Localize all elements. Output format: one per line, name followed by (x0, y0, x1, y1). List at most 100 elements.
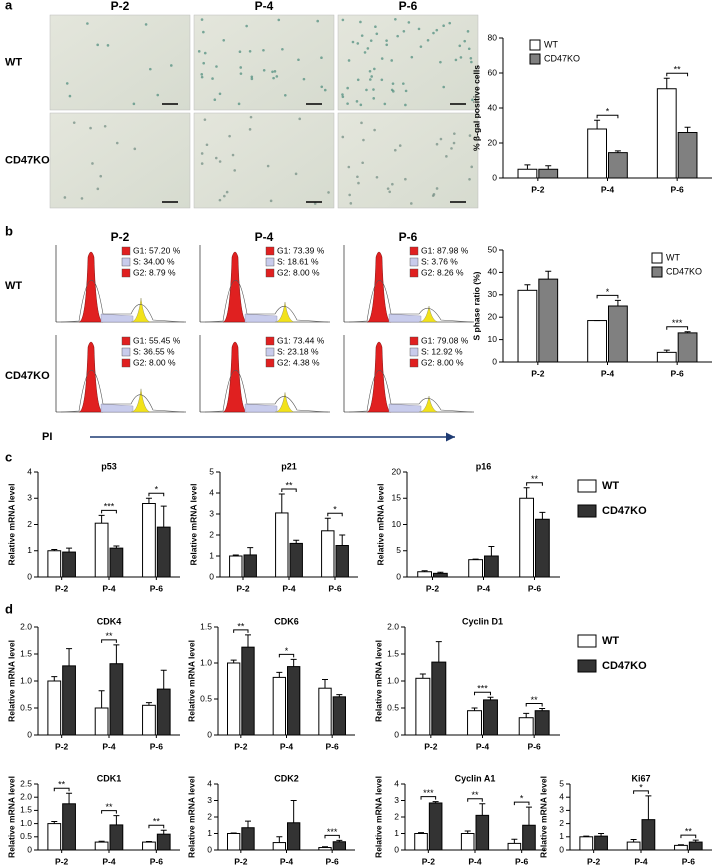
stained-cell (356, 175, 359, 179)
chart-title: CDK6 (274, 616, 299, 626)
error-bar (113, 644, 120, 664)
stained-cell (63, 196, 67, 199)
chart-title: CDK4 (97, 616, 122, 626)
y-tick-label: 0.5 (200, 693, 212, 703)
phase-stat: G1: 79.08 % (421, 335, 469, 345)
stained-cell (215, 65, 218, 68)
stained-cell (200, 162, 204, 165)
stained-cell (458, 44, 462, 48)
stained-cell (432, 31, 435, 35)
bar (587, 128, 608, 179)
fit-line (348, 369, 473, 413)
phase-stat: S: 3.76 % (421, 256, 458, 266)
y-tick-label: 3 (559, 805, 564, 815)
x-tick-label: P-2 (234, 741, 248, 751)
stained-cell (320, 85, 324, 89)
error-bar (419, 673, 426, 679)
bar (587, 320, 608, 363)
y-tick-label: 1.5 (20, 805, 32, 815)
stained-cell (373, 128, 376, 132)
x-tick-label: P-4 (476, 741, 490, 751)
x-tick-label: P-2 (531, 184, 545, 194)
stained-cell (383, 102, 387, 106)
stained-cell (245, 24, 248, 28)
x-tick-label: P-4 (468, 856, 482, 865)
stained-cell (106, 44, 110, 47)
y-tick-label: 5 (559, 778, 564, 788)
stained-cell (360, 34, 364, 37)
error-bar (437, 571, 444, 574)
x-tick-label: P-4 (280, 741, 294, 751)
significance-bracket (101, 639, 117, 643)
g1-peak (222, 251, 248, 323)
stained-cell (65, 82, 69, 85)
y-tick-label: 1.5 (200, 621, 212, 631)
stained-cell (410, 202, 413, 205)
bar (142, 704, 156, 736)
y-tick-label: 0 (559, 844, 564, 854)
stained-cell (239, 66, 243, 69)
error-bar (684, 331, 691, 333)
y-axis-label: Relative mRNA level (186, 776, 196, 858)
stained-cell (439, 60, 442, 64)
stat-swatch (121, 336, 131, 346)
bar (272, 842, 287, 851)
x-tick-label: P-6 (528, 741, 542, 751)
x-tick-label: P-6 (515, 856, 529, 865)
error-bar (630, 838, 637, 843)
stained-cell (133, 147, 137, 151)
phase-stat: G1: 55.45 % (133, 335, 181, 345)
significance-bracket (148, 824, 165, 829)
stat-swatch (265, 268, 275, 278)
error-bar (479, 803, 486, 816)
y-tick-label: 3 (27, 493, 32, 503)
stained-cell (375, 32, 379, 36)
g1-peak (78, 341, 104, 413)
bar (534, 710, 550, 736)
significance-mark: ** (531, 695, 539, 705)
micrograph (49, 14, 191, 111)
stained-cell (203, 51, 207, 55)
phase-stat: G1: 73.44 % (277, 335, 325, 345)
stained-cell (468, 134, 472, 137)
legend-label: CD47KO (666, 266, 702, 276)
significance-bracket (666, 326, 689, 330)
error-bar (98, 840, 105, 843)
stained-cell (349, 202, 353, 205)
chart-title: p21 (281, 461, 297, 471)
stained-cell (404, 177, 407, 181)
stained-cell (211, 77, 214, 80)
x-tick-label: P-2 (234, 856, 248, 865)
error-bar (663, 349, 670, 353)
stained-cell (222, 38, 226, 42)
significance-bracket (666, 72, 689, 77)
stained-cell (218, 198, 222, 202)
legend-swatch (577, 479, 597, 493)
y-tick-label: 20 (392, 466, 402, 476)
significance-mark: ** (471, 790, 479, 800)
bar (468, 559, 484, 578)
stat-swatch (265, 347, 275, 357)
error-bar (545, 165, 552, 170)
stained-cell (277, 18, 281, 22)
y-axis-label: Relative mRNA level (373, 640, 383, 722)
legend-label: CD47KO (544, 53, 580, 63)
micrograph (193, 14, 335, 111)
stained-cell (360, 121, 363, 125)
stat-swatch (121, 268, 131, 278)
stained-cell (218, 160, 222, 163)
error-bar (113, 545, 120, 549)
y-tick-label: 2 (27, 519, 32, 529)
stained-cell (373, 67, 376, 71)
row-label: WT (5, 280, 22, 292)
stained-cell (366, 47, 370, 50)
bar (535, 518, 550, 578)
error-bar (684, 126, 691, 133)
stained-cell (132, 102, 136, 106)
y-tick-label: 0.5 (20, 831, 32, 841)
bar (287, 666, 301, 736)
x-tick-label: P-4 (601, 184, 615, 194)
error-bar (244, 820, 251, 828)
stained-cell (452, 141, 456, 145)
significance-bracket (596, 294, 619, 299)
